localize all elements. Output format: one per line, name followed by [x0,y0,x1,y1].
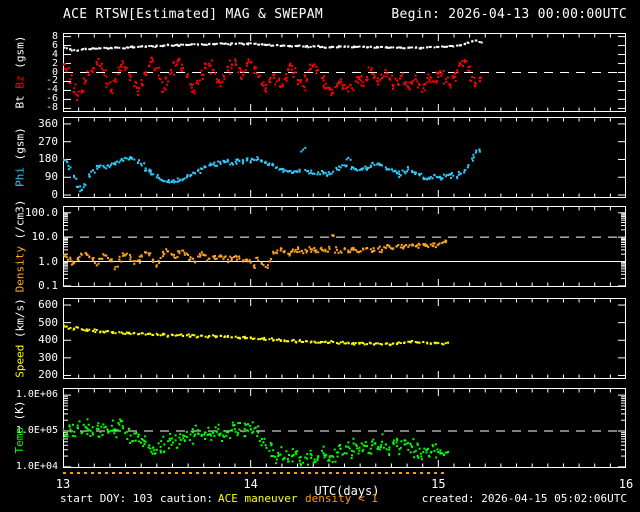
y-tick-label-bt-bz: -2 [45,75,58,87]
axis-title-temp: Temp (K) [13,372,26,482]
y-tick-label-temp: 1.0E+04 [15,460,58,472]
y-tick-label-speed: 200 [38,368,58,382]
axis-title-part: (gsm) [13,126,26,167]
axis-title-part: Phi [13,166,26,187]
axis-title-part: (km/s) [13,297,26,345]
y-tick-label-density: 0.1 [38,278,58,292]
y-tick-label-phi: 270 [38,134,58,148]
y-tick-label-bt-bz: -4 [45,84,58,96]
y-tick-label-bt-bz: 2 [51,57,58,69]
y-tick-label-bt-bz: -8 [45,102,58,114]
y-tick-label-phi: 360 [38,116,58,130]
y-tick-label-bt-bz: 4 [51,48,58,60]
density-flag: density < 1 [305,492,378,505]
x-axis-label: UTC(days) [314,484,380,498]
axis-title-part: Bz [13,74,26,95]
x-tick-label: 15 [431,477,446,491]
y-tick-label-speed: 500 [38,315,58,329]
plot-title: ACE RTSW[Estimated] MAG & SWEPAM [63,7,324,22]
y-tick-label-density: 100.0 [24,205,58,219]
axis-title-part: (/cm3) [13,199,26,246]
y-tick-label-bt-bz: 8 [51,30,58,42]
y-tick-label-temp: 1.0E+06 [15,389,58,401]
begin-timestamp: Begin: 2026-04-13 00:00:00UTC [391,7,627,22]
panel-phi [63,117,626,198]
axis-title-part: (gsm) [13,35,26,75]
created-timestamp: created: 2026-04-15 05:02:06UTC [421,492,627,505]
y-tick-label-phi: 180 [38,152,58,166]
x-tick-label: 13 [55,477,71,491]
y-tick-label-bt-bz: 0 [51,66,58,78]
panel-density [63,206,626,287]
y-tick-label-speed: 600 [38,298,58,312]
x-tick-label: 14 [243,477,258,491]
y-tick-label-temp: 1.0E+05 [15,424,58,436]
start-doy-text: start DOY: 103 [60,492,153,505]
y-tick-label-density: 1.0 [38,254,58,268]
x-tick-label: 16 [618,477,634,491]
axis-title-part: (K) [13,400,26,427]
y-tick-label-bt-bz: 6 [51,39,58,51]
y-tick-label-speed: 400 [38,333,58,347]
y-tick-label-density: 10.0 [31,230,59,244]
ace-maneuver-flag: ACE maneuver [218,492,298,505]
caution-density-strip [63,472,448,474]
y-tick-label-bt-bz: -6 [45,93,58,105]
panel-speed [63,298,626,379]
y-tick-label-phi: 90 [44,170,58,184]
y-tick-label-phi: 0 [51,188,58,202]
panel-bt-bz [63,33,626,112]
axis-title-part: Temp [13,427,26,454]
footer: start DOY: 103 caution: ACE maneuver den… [0,492,640,508]
caution-label: caution: [160,492,213,505]
y-tick-label-speed: 300 [38,350,58,364]
panel-temp [63,388,626,468]
